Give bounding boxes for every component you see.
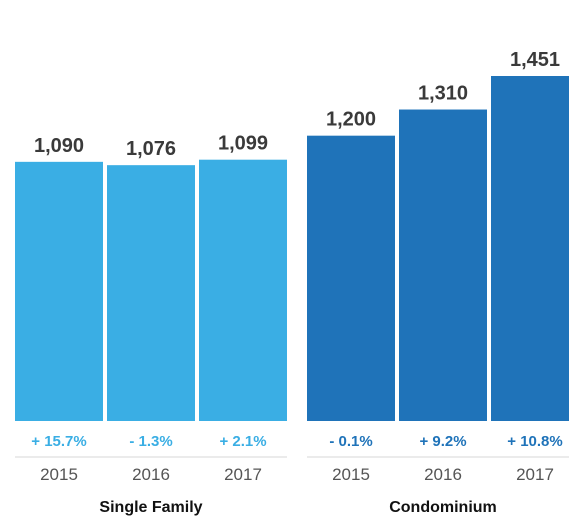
bar-1-2: [491, 76, 569, 421]
value-label-1-0: 1,200: [326, 109, 376, 131]
year-label-0-1: 2016: [132, 465, 170, 484]
bars-layer: [15, 76, 569, 458]
year-label-0-0: 2015: [40, 465, 78, 484]
value-label-0-0: 1,090: [34, 135, 84, 157]
labels-layer: 1,090 + 15.7% 2015 1,076 - 1.3% 2016 1,099 + 2.…: [31, 49, 562, 516]
value-label-1-1: 1,310: [418, 83, 468, 105]
change-label-0-2: + 2.1%: [219, 433, 266, 450]
change-label-1-1: + 9.2%: [419, 433, 466, 450]
year-label-1-1: 2016: [424, 465, 462, 484]
value-label-1-2: 1,451: [510, 49, 560, 71]
group-label-1: Condominium: [389, 499, 497, 516]
change-label-0-1: - 1.3%: [129, 433, 172, 450]
bar-0-1: [107, 165, 195, 421]
bar-1-0: [307, 135, 395, 421]
year-label-1-0: 2015: [332, 465, 370, 484]
value-label-0-2: 1,099: [218, 133, 268, 155]
bar-1-1: [399, 109, 487, 422]
change-label-1-2: + 10.8%: [507, 433, 562, 450]
group-label-0: Single Family: [99, 499, 202, 516]
bar-0-0: [15, 161, 103, 421]
bar-0-2: [199, 159, 287, 421]
change-label-1-0: - 0.1%: [329, 433, 372, 450]
year-label-1-2: 2017: [516, 465, 554, 484]
year-label-0-2: 2017: [224, 465, 262, 484]
value-label-0-1: 1,076: [126, 138, 176, 160]
change-label-0-0: + 15.7%: [31, 433, 86, 450]
